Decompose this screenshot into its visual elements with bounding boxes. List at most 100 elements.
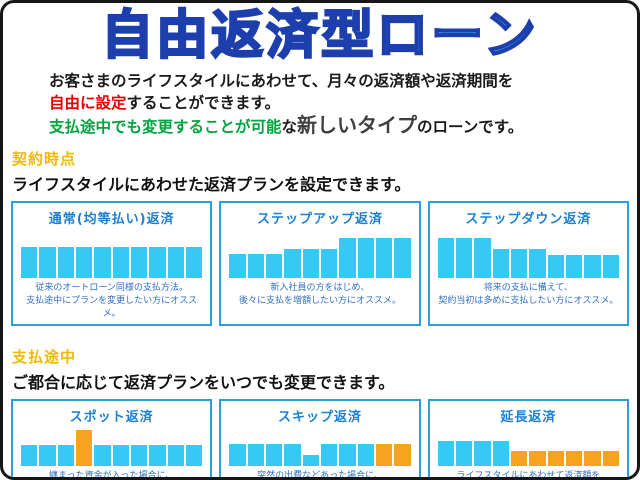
chart-bar [39,246,56,278]
chart-bar [357,238,374,278]
intro-line-2: 自由に設定することができます。 [49,92,637,114]
chart-bar [437,440,454,467]
intro-line3-particle: な [281,118,298,136]
plan-card-caption: 将来の支払に備えて、 契約当初は多めに支払したい方にオススメ。 [435,282,622,308]
intro-line3-tail: のローンです。 [417,118,524,136]
plan-card-caption: ライフスタイルにあわせて返済額を 変更して返済期間を延長したい場合にオススメ。 [435,470,622,480]
plan-cards-during: スポット返済 纏まった資金が入った場合に、 支払期間短縮したい場合にオススメ。 … [11,399,629,480]
section-subheading-during: ご都合に応じて返済プランをいつでも変更できます。 [12,373,395,393]
plan-card-stepdown: ステップダウン返済 将来の支払に備えて、 契約当初は多めに支払したい方にオススメ… [427,201,629,327]
chart-bar [229,443,246,467]
chart-bar [455,440,473,467]
chart-bar [437,238,454,278]
chart-bar [302,455,319,467]
section-heading-contract: 契約時点 [12,150,77,168]
chart-bar [455,238,473,278]
intro-line1-text: お客さまのライフスタイルにあわせて、月々の返済額や [49,72,436,90]
plan-card-title: ステップアップ返済 [256,212,383,227]
chart-bar [185,445,203,467]
caption-line-1: 突然の出費などあった場合に、 [257,471,383,480]
chart-bar [584,255,601,278]
chart-bar [302,248,319,278]
chart-bar [185,246,203,278]
plan-card-skip: スキップ返済 突然の出費などあった場合に、 一時的に支払額を減らしたい場合にオス… [219,399,421,480]
chart-bar [247,443,264,467]
plan-card-title: 延長返済 [500,410,557,426]
plan-card-caption: 新入社員の方をはじめ、 後々に支払を増額したい方にオススメ。 [226,282,413,308]
plan-card-title: スポット返済 [69,410,154,426]
chart-bar [474,440,491,467]
chart-bar [265,443,283,467]
plan-card-spot: スポット返済 纏まった資金が入った場合に、 支払期間短縮したい場合にオススメ。 [11,399,213,480]
chart-bar [394,443,411,467]
section-heading-during: 支払途中 [12,348,77,367]
chart-bar [529,451,546,467]
caption-line-1: 纏まった資金が入った場合に、 [48,471,175,480]
intro-line-1: お客さまのライフスタイルにあわせて、月々の返済額や返済期間を [49,70,637,92]
intro-text: お客さまのライフスタイルにあわせて、月々の返済額や返済期間を 自由に設定すること… [49,70,637,138]
intro-line3-big: 新しいタイプ [297,113,418,137]
caption-line-1: 従来のオートローン同様の支払方法。 [35,283,188,293]
chart-bar [339,443,356,467]
chart-bar [492,440,509,467]
caption-line-1: 将来の支払に備えて、 [483,283,573,293]
caption-line-2: 契約当初は多めに支払したい方にオススメ。 [438,296,619,307]
caption-line-2: 支払途中にプランを変更したい方にオススメ。 [26,296,198,320]
plan-card-caption: 纏まった資金が入った場合に、 支払期間短縮したい場合にオススメ。 [18,470,205,480]
chart-bar [94,445,111,467]
payment-bar-chart [437,430,619,467]
plan-card-normal: 通常(均等払い)返済 従来のオートローン同様の支払方法。 支払途中にプランを変更… [11,201,213,327]
section-subheading-contract: ライフスタイルにあわせた返済プランを設定できます。 [12,175,411,194]
payment-bar-chart [229,430,411,467]
chart-bar [57,246,74,278]
chart-bar [57,445,74,467]
chart-bar [320,248,338,278]
chart-bar [265,254,283,278]
chart-bar [565,255,583,278]
chart-bar [94,246,111,278]
intro-line1-tail: を [497,72,514,90]
caption-line-1: ライフスタイルにあわせて返済額を [456,471,601,480]
chart-bar [284,443,301,467]
chart-bar [149,246,166,278]
chart-bar [375,443,393,467]
chart-bar [602,451,619,467]
plan-cards-contract: 通常(均等払い)返済 従来のオートローン同様の支払方法。 支払途中にプランを変更… [11,201,629,327]
intro-line-3: 支払途中でも変更することが可能な新しいタイプのローンです。 [49,114,637,138]
plan-card-extend: 延長返済 ライフスタイルにあわせて返済額を 変更して返済期間を延長したい場合にオ… [427,399,629,480]
chart-bar [357,443,374,467]
chart-bar [602,255,619,278]
plan-card-caption: 突然の出費などあった場合に、 一時的に支払額を減らしたい場合にオススメ。 [226,470,413,480]
plan-card-stepup: ステップアップ返済 新入社員の方をはじめ、 後々に支払を増額したい方にオススメ。 [219,201,421,327]
chart-bar [75,430,93,467]
plan-card-title: 通常(均等払い)返済 [48,212,175,227]
plan-card-title: スキップ返済 [277,410,362,426]
chart-bar [149,445,166,467]
chart-bar [375,238,393,278]
page-title: 自由返済型ローン [100,5,539,68]
chart-bar [130,246,148,278]
chart-bar [547,255,564,278]
chart-bar [547,451,564,467]
chart-bar [492,248,509,278]
chart-bar [112,246,129,278]
payment-bar-chart [21,430,203,467]
plan-card-caption: 従来のオートローン同様の支払方法。 支払途中にプランを変更したい方にオススメ。 [18,282,205,321]
caption-line-1: 新入社員の方をはじめ、 [270,283,370,293]
intro-line1-emphasis: 返済期間 [435,72,498,90]
chart-bar [21,445,38,467]
chart-bar [474,238,491,278]
intro-line2-text: することができます。 [126,94,280,112]
payment-bar-chart [229,232,411,278]
chart-bar [75,246,93,278]
chart-bar [112,445,129,467]
caption-line-2: 後々に支払を増額したい方にオススメ。 [238,296,401,307]
intro-line2-red: 自由に設定 [49,94,127,112]
chart-bar [284,248,301,278]
payment-bar-chart [21,232,203,278]
chart-bar [394,238,411,278]
chart-bar [167,445,184,467]
chart-bar [247,254,264,278]
chart-bar [529,248,546,278]
chart-bar [510,248,528,278]
